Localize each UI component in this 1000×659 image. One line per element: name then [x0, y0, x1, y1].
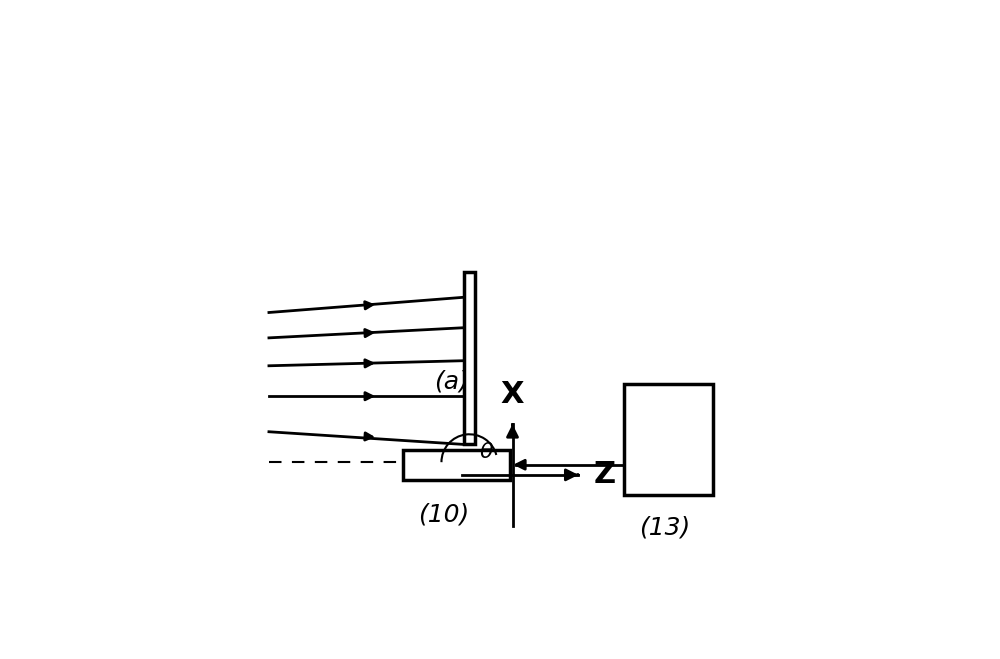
Text: (a): (a) [434, 369, 469, 393]
Text: (10): (10) [418, 503, 470, 527]
Text: (13): (13) [639, 515, 690, 540]
Text: Z: Z [594, 461, 616, 490]
Bar [464, 272, 475, 444]
Text: θ: θ [480, 442, 493, 462]
Bar [624, 384, 713, 495]
Bar [403, 449, 510, 480]
Text: X: X [501, 380, 524, 409]
